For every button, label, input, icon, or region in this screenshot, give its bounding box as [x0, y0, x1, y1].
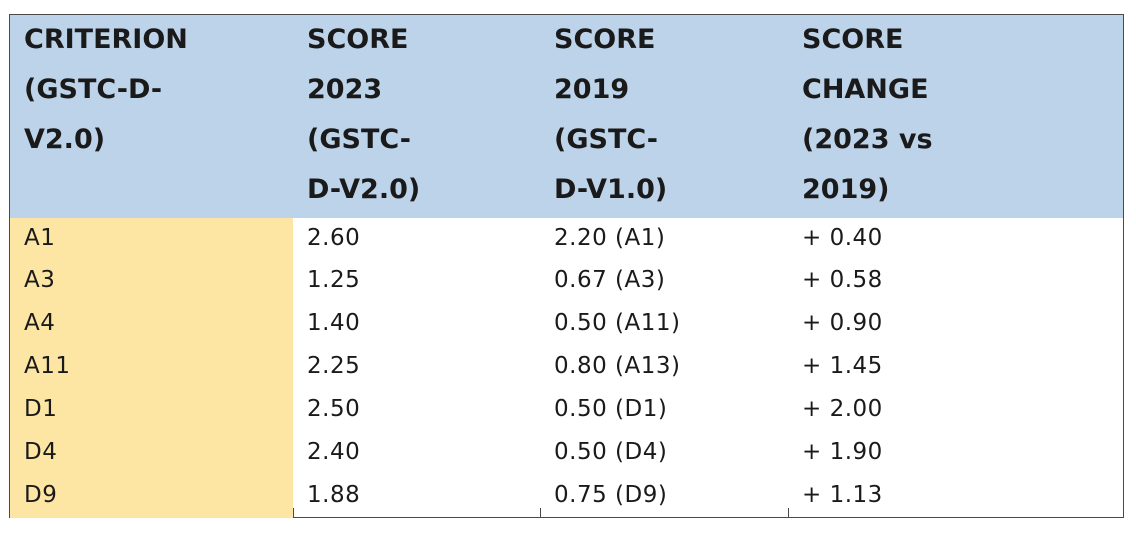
criterion-cell: A4 — [24, 310, 56, 336]
score-2023-cell: 2.60 — [307, 225, 361, 251]
header-line: D-V1.0) — [554, 174, 668, 205]
score-change-cell: + 0.90 — [802, 310, 883, 336]
criterion-cell: D4 — [24, 439, 58, 465]
table-row: A11 2.25 0.80 (A13) + 1.45 — [10, 346, 1123, 388]
criterion-cell: D1 — [24, 396, 58, 422]
score-2019-cell: 0.50 (D4) — [554, 439, 668, 465]
score-2023-cell: 1.88 — [307, 482, 361, 508]
score-change-cell: + 1.45 — [802, 353, 883, 379]
header-score-2019: SCORE 2019 (GSTC- D-V1.0) — [554, 15, 667, 215]
criterion-cell: A1 — [24, 225, 56, 251]
criterion-cell: D9 — [24, 482, 58, 508]
header-line: (GSTC-D- — [24, 74, 163, 105]
score-2019-cell: 0.80 (A13) — [554, 353, 681, 379]
header-line: SCORE — [554, 24, 656, 55]
header-line: 2023 — [307, 74, 383, 105]
table-row: D4 2.40 0.50 (D4) + 1.90 — [10, 432, 1123, 474]
criterion-cell: A3 — [24, 267, 56, 293]
header-line: SCORE — [307, 24, 409, 55]
score-change-cell: + 0.58 — [802, 267, 883, 293]
score-change-cell: + 1.90 — [802, 439, 883, 465]
score-2019-cell: 2.20 (A1) — [554, 225, 666, 251]
table-header: CRITERION (GSTC-D- V2.0) SCORE 2023 (GST… — [10, 15, 1123, 218]
header-line: (GSTC- — [554, 124, 659, 155]
table-row: A4 1.40 0.50 (A11) + 0.90 — [10, 303, 1123, 345]
table-row: D1 2.50 0.50 (D1) + 2.00 — [10, 389, 1123, 431]
header-score-2023: SCORE 2023 (GSTC- D-V2.0) — [307, 15, 420, 215]
score-change-cell: + 0.40 — [802, 225, 883, 251]
score-2023-cell: 2.50 — [307, 396, 361, 422]
header-line: (GSTC- — [307, 124, 412, 155]
criterion-cell: A11 — [24, 353, 71, 379]
header-line: CRITERION — [24, 24, 188, 55]
header-criterion: CRITERION (GSTC-D- V2.0) — [24, 15, 188, 165]
score-change-cell: + 2.00 — [802, 396, 883, 422]
table-row: A3 1.25 0.67 (A3) + 0.58 — [10, 260, 1123, 302]
header-line: 2019 — [554, 74, 630, 105]
header-line: 2019) — [802, 174, 890, 205]
column-divider-tick — [293, 508, 294, 518]
column-divider-tick — [788, 508, 789, 518]
score-2019-cell: 0.50 (A11) — [554, 310, 681, 336]
score-comparison-table: CRITERION (GSTC-D- V2.0) SCORE 2023 (GST… — [9, 14, 1124, 518]
score-2023-cell: 1.40 — [307, 310, 361, 336]
score-2019-cell: 0.75 (D9) — [554, 482, 668, 508]
header-line: SCORE — [802, 24, 904, 55]
score-2023-cell: 2.40 — [307, 439, 361, 465]
criterion-column-background — [10, 218, 293, 518]
header-line: (2023 vs — [802, 124, 933, 155]
header-line: V2.0) — [24, 124, 106, 155]
header-score-change: SCORE CHANGE (2023 vs 2019) — [802, 15, 933, 215]
column-divider-tick — [540, 508, 541, 518]
score-2023-cell: 2.25 — [307, 353, 361, 379]
header-line: CHANGE — [802, 74, 929, 105]
header-line: D-V2.0) — [307, 174, 421, 205]
table-row: D9 1.88 0.75 (D9) + 1.13 — [10, 475, 1123, 517]
score-2023-cell: 1.25 — [307, 267, 361, 293]
table-row: A1 2.60 2.20 (A1) + 0.40 — [10, 218, 1123, 260]
score-2019-cell: 0.50 (D1) — [554, 396, 668, 422]
score-2019-cell: 0.67 (A3) — [554, 267, 666, 293]
score-change-cell: + 1.13 — [802, 482, 883, 508]
